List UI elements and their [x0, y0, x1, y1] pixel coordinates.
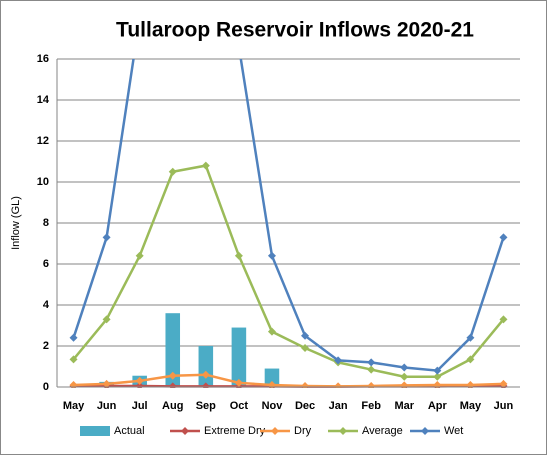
marker — [334, 356, 343, 365]
marker — [433, 372, 442, 381]
y-tick-label: 14 — [37, 94, 50, 106]
y-tick-label: 4 — [43, 299, 50, 311]
x-tick-label: Jun — [97, 400, 117, 412]
y-tick-label: 0 — [43, 381, 49, 393]
bar — [165, 313, 181, 387]
marker — [135, 381, 144, 388]
marker — [466, 333, 475, 342]
x-tick-label: May — [460, 400, 482, 412]
y-tick-label: 2 — [43, 340, 49, 352]
legend-label: Actual — [114, 425, 145, 437]
marker — [102, 379, 111, 388]
marker — [234, 251, 243, 260]
x-tick-label: Jun — [494, 400, 514, 412]
x-tick-label: May — [63, 400, 85, 412]
marker — [168, 167, 177, 176]
line — [73, 373, 504, 388]
y-tick-label: 12 — [37, 135, 49, 147]
plot-area — [69, 59, 508, 388]
x-tick-label: Nov — [262, 400, 284, 412]
legend-label: Extreme Dry — [204, 425, 266, 437]
marker — [400, 381, 409, 388]
marker — [301, 344, 310, 353]
chart-title: Tullaroop Reservoir Inflows 2020-21 — [116, 19, 474, 42]
marker — [234, 378, 243, 387]
marker — [466, 380, 475, 388]
bar — [264, 368, 280, 387]
marker — [301, 331, 310, 340]
legend-item: Dry — [260, 425, 312, 437]
legend-item: Actual — [80, 425, 145, 437]
marker — [499, 379, 508, 388]
x-tick-label: Aug — [162, 400, 183, 412]
y-axis-label: Inflow (GL) — [10, 196, 22, 250]
y-tick-label: 10 — [37, 176, 49, 188]
y-tick-label: 16 — [37, 53, 49, 65]
marker — [135, 376, 144, 385]
marker — [499, 233, 508, 242]
legend-item: Wet — [410, 425, 463, 437]
marker — [367, 365, 376, 374]
legend-label: Average — [362, 425, 403, 437]
x-tick-label: Jan — [329, 400, 348, 412]
y-tick-label: 8 — [43, 217, 49, 229]
marker — [433, 380, 442, 388]
marker — [267, 327, 276, 336]
bar — [231, 327, 247, 387]
marker — [400, 372, 409, 381]
y-tick-label: 6 — [43, 258, 49, 270]
x-tick-label: Feb — [361, 400, 381, 412]
x-tick-label: Dec — [295, 400, 315, 412]
marker — [69, 380, 78, 388]
marker — [267, 251, 276, 260]
legend-label: Dry — [294, 425, 312, 437]
legend-label: Wet — [444, 425, 463, 437]
marker — [466, 355, 475, 364]
marker — [102, 233, 111, 242]
marker — [400, 363, 409, 372]
x-tick-label: Sep — [196, 400, 216, 412]
marker — [267, 380, 276, 388]
marker — [367, 358, 376, 367]
x-tick-label: Apr — [428, 400, 448, 412]
legend-marker — [421, 427, 429, 435]
legend-swatch — [80, 426, 110, 436]
marker — [201, 161, 210, 170]
marker — [301, 381, 310, 388]
legend-marker — [271, 427, 279, 435]
legend-marker — [339, 427, 347, 435]
line — [72, 59, 505, 372]
x-tick-label: Oct — [230, 400, 249, 412]
x-tick-label: Mar — [394, 400, 414, 412]
marker — [499, 315, 508, 324]
x-tick-label: Jul — [132, 400, 148, 412]
marker — [69, 333, 78, 342]
marker — [367, 381, 376, 388]
marker — [201, 370, 210, 379]
marker — [433, 366, 442, 375]
marker — [168, 371, 177, 380]
bar — [198, 346, 214, 387]
legend-item: Average — [328, 425, 403, 437]
marker — [69, 355, 78, 364]
marker — [102, 315, 111, 324]
marker — [135, 251, 144, 260]
line — [72, 164, 505, 378]
legend-marker — [181, 427, 189, 435]
legend-item: Extreme Dry — [170, 425, 266, 437]
